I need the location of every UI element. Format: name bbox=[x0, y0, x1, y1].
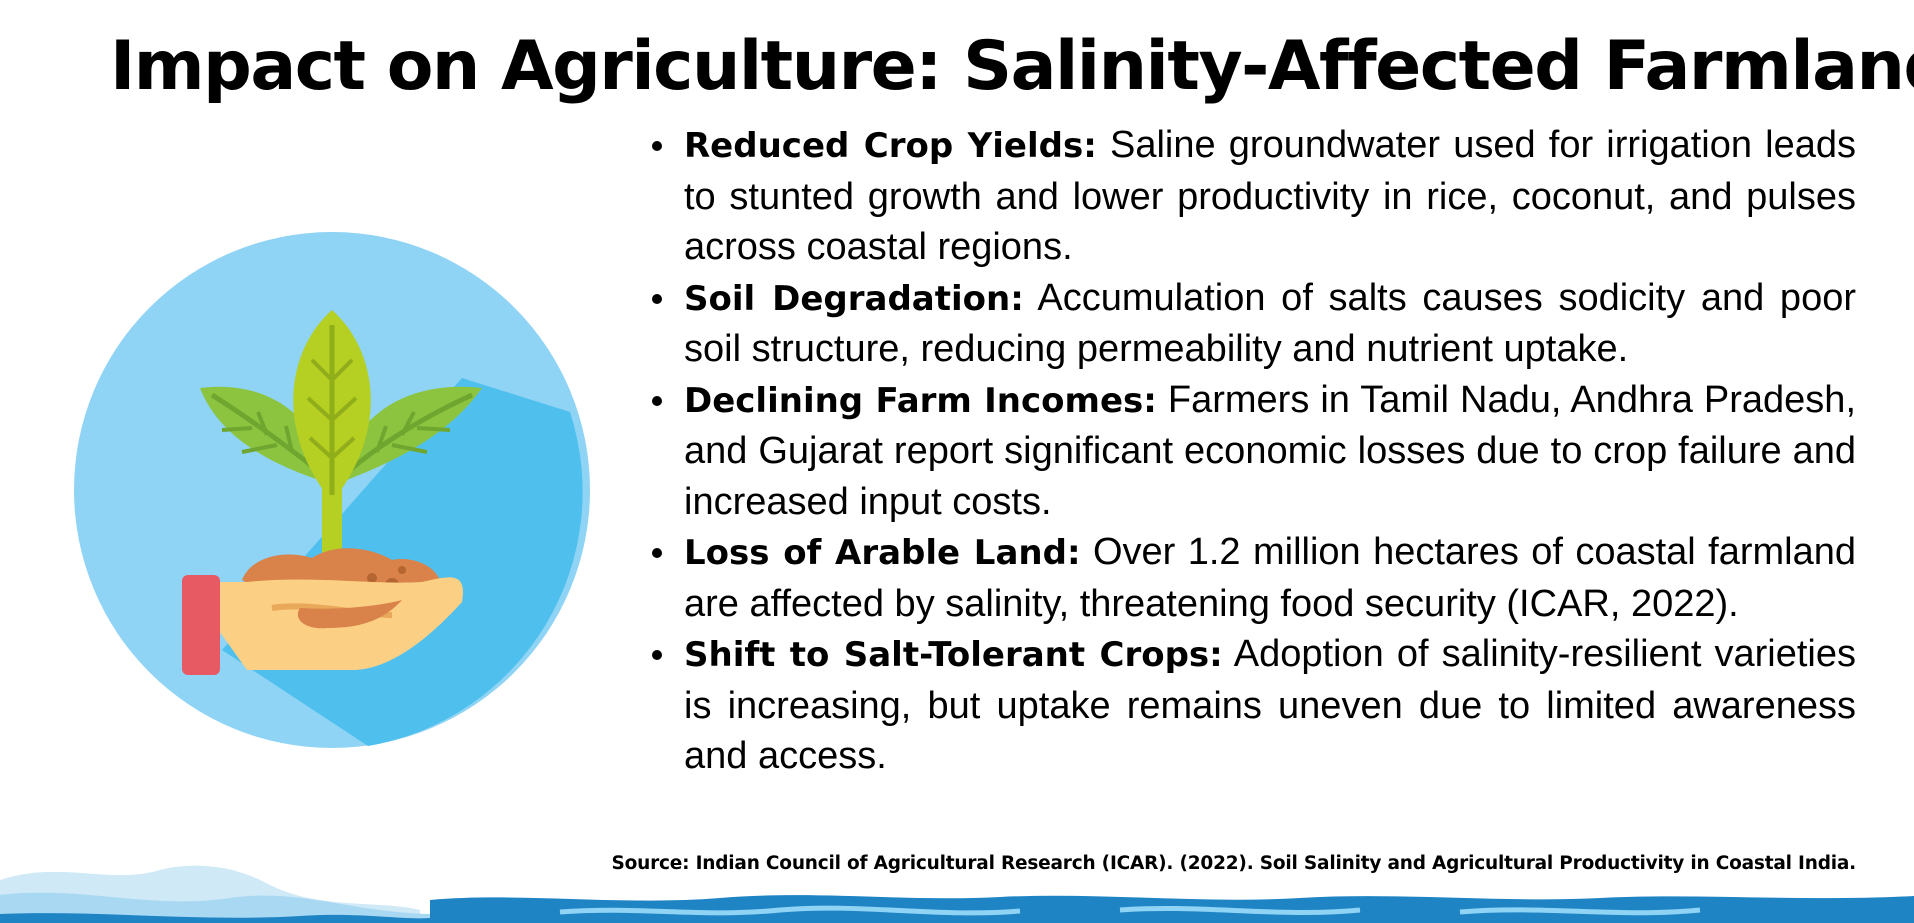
bullet-heading: Loss of Arable Land: bbox=[684, 533, 1081, 573]
bullet-text: Adoption of salinity-resilient varieties… bbox=[684, 633, 1856, 777]
bullet-heading: Soil Degradation: bbox=[684, 278, 1024, 319]
list-item: Shift to Salt-Tolerant Crops: Adoption o… bbox=[652, 629, 1856, 782]
bullet-text: Saline groundwater used for irrigation l… bbox=[684, 124, 1857, 268]
bullet-text: Over 1.2 million hectares of coastal far… bbox=[684, 531, 1857, 625]
plant-in-hand-icon bbox=[74, 232, 590, 748]
list-item: Reduced Crop Yields: Saline groundwater … bbox=[652, 120, 1857, 273]
right-leaf bbox=[334, 386, 482, 485]
bullet-list: Reduced Crop Yields: Saline groundwater … bbox=[640, 120, 1856, 782]
wave-decoration bbox=[0, 865, 1914, 923]
source-citation: Source: Indian Council of Agricultural R… bbox=[611, 853, 1857, 874]
bullet-text: Accumulation of salts causes sodicity an… bbox=[684, 276, 1856, 371]
bullet-heading: Reduced Crop Yields: bbox=[684, 126, 1097, 166]
list-item: Soil Degradation: Accumulation of salts … bbox=[652, 273, 1856, 375]
bullet-heading: Shift to Salt-Tolerant Crops: bbox=[684, 635, 1223, 675]
bullet-text: Farmers in Tamil Nadu, Andhra Pradesh, a… bbox=[684, 378, 1856, 523]
page-title: Impact on Agriculture: Salinity-Affected… bbox=[110, 27, 1914, 106]
sleeve-cuff bbox=[182, 575, 220, 675]
bullet-heading: Declining Farm Incomes: bbox=[684, 380, 1157, 421]
list-item: Declining Farm Incomes: Farmers in Tamil… bbox=[652, 375, 1856, 528]
list-item: Loss of Arable Land: Over 1.2 million he… bbox=[652, 527, 1857, 629]
